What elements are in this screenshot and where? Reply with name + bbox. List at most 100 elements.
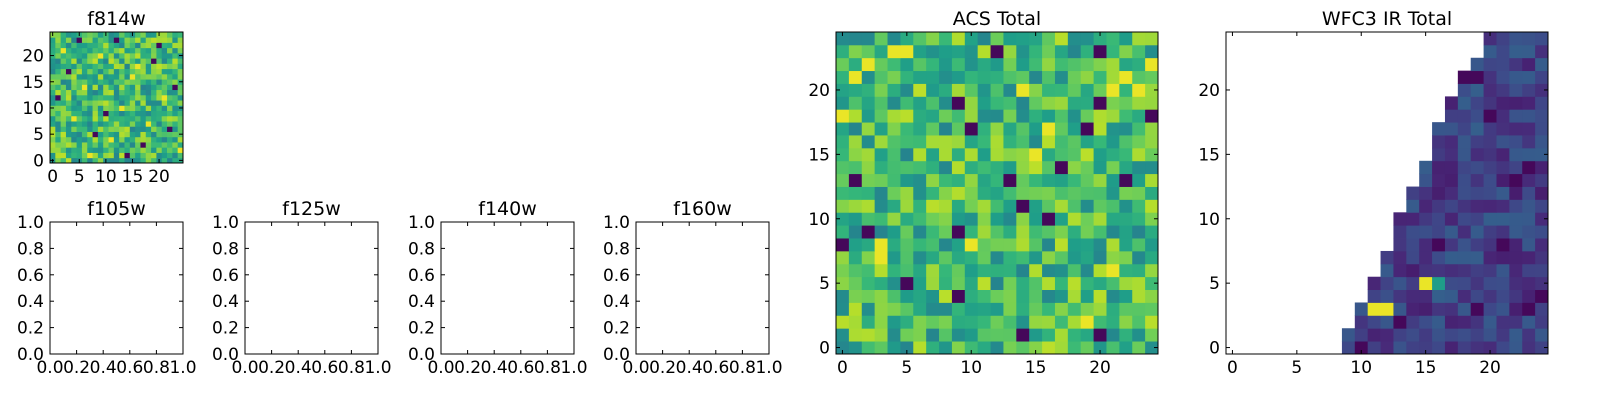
heatmap-cell xyxy=(156,115,163,122)
heatmap-cell xyxy=(1522,44,1536,59)
heatmap-cell xyxy=(135,42,141,49)
heatmap-cell xyxy=(1444,173,1459,187)
heatmap-cell xyxy=(1535,109,1549,123)
heatmap-cell xyxy=(145,147,152,153)
heatmap-cell xyxy=(1444,289,1459,303)
heatmap-cell xyxy=(172,157,179,164)
heatmap-cell xyxy=(1054,135,1069,149)
heatmap-cell xyxy=(900,122,914,136)
x-tick-label: 0.0 xyxy=(231,358,258,378)
heatmap-cell xyxy=(1042,122,1056,136)
heatmap-cell xyxy=(1444,199,1459,213)
heatmap-cell xyxy=(1444,341,1459,355)
heatmap-cell xyxy=(1106,225,1120,239)
heatmap-cell xyxy=(1406,276,1420,290)
heatmap-cell xyxy=(156,79,163,85)
heatmap-cell xyxy=(167,115,173,122)
heatmap-cell xyxy=(145,157,152,164)
heatmap-cell xyxy=(129,142,136,148)
heatmap-cell xyxy=(926,83,940,97)
heatmap-cell xyxy=(1029,328,1043,342)
heatmap-cell xyxy=(103,121,109,127)
heatmap-cell xyxy=(1457,341,1472,355)
heatmap-cell xyxy=(1067,199,1082,213)
heatmap-cell xyxy=(81,105,88,111)
heatmap-cell xyxy=(1080,135,1094,149)
heatmap-cell xyxy=(129,121,136,127)
heatmap-cell xyxy=(848,135,863,149)
heatmap-cell xyxy=(135,37,141,43)
heatmap-cell xyxy=(964,44,979,59)
heatmap-cell xyxy=(1042,328,1056,342)
heatmap-cell xyxy=(1029,70,1043,84)
heatmap-cell xyxy=(1470,109,1484,123)
heatmap-cell xyxy=(1496,315,1510,329)
heatmap-cell xyxy=(990,328,1004,342)
heatmap-cell xyxy=(887,250,901,265)
heatmap-cell xyxy=(1119,96,1133,110)
heatmap-cell xyxy=(1380,250,1394,265)
heatmap-cell xyxy=(836,302,850,316)
heatmap-cell xyxy=(926,276,940,290)
heatmap-cell xyxy=(1393,263,1407,278)
heatmap-cell xyxy=(156,68,163,75)
heatmap-cell xyxy=(172,100,179,106)
y-tick-label: 0.8 xyxy=(212,239,239,259)
heatmap-cell xyxy=(1093,289,1107,303)
heatmap-cell xyxy=(939,263,953,278)
heatmap-cell xyxy=(108,42,115,49)
heatmap-cell xyxy=(76,73,83,80)
heatmap-cell xyxy=(145,115,152,122)
heatmap-cell xyxy=(1067,122,1082,136)
heatmap-cell xyxy=(151,142,157,148)
heatmap-cell xyxy=(1080,302,1094,316)
heatmap-cell xyxy=(990,147,1004,162)
heatmap-cell xyxy=(172,121,179,127)
heatmap-cell xyxy=(87,152,93,159)
heatmap-cell xyxy=(951,109,966,123)
heatmap-cell xyxy=(177,147,184,153)
heatmap-cell xyxy=(172,84,179,91)
heatmap-cell xyxy=(1145,109,1159,123)
heatmap-cell xyxy=(913,147,927,162)
heatmap-cell xyxy=(913,276,927,290)
heatmap-cell xyxy=(1080,186,1094,200)
heatmap-cell xyxy=(140,63,147,70)
heatmap-cell xyxy=(836,122,850,136)
heatmap-cell xyxy=(1003,57,1017,72)
y-tick-label: 1.0 xyxy=(17,213,44,233)
heatmap-cell xyxy=(1119,199,1133,213)
x-tick-label: 0 xyxy=(837,358,848,378)
y-tick-label: 0.8 xyxy=(17,239,44,259)
heatmap-cell xyxy=(113,136,120,143)
heatmap-cell xyxy=(81,142,88,148)
heatmap-cell xyxy=(71,147,77,153)
heatmap-cell xyxy=(167,47,173,54)
heatmap-cell xyxy=(1457,250,1472,265)
heatmap-cell xyxy=(1145,96,1159,110)
heatmap-cell xyxy=(836,186,850,200)
heatmap-cell xyxy=(108,52,115,59)
heatmap-cell xyxy=(900,83,914,97)
heatmap-cell xyxy=(1145,225,1159,239)
heatmap-cell xyxy=(60,47,67,54)
heatmap-cell xyxy=(1496,83,1510,97)
heatmap-cell xyxy=(1522,122,1536,136)
heatmap-cell xyxy=(1522,328,1536,342)
heatmap-cell xyxy=(167,126,173,132)
heatmap-cell xyxy=(951,135,966,149)
heatmap-cell xyxy=(71,37,77,43)
heatmap-cell xyxy=(1119,250,1133,265)
y-tick-label: 0.4 xyxy=(17,292,44,312)
heatmap-cell xyxy=(1132,83,1146,97)
heatmap-cell xyxy=(1016,109,1030,123)
heatmap-cell xyxy=(848,70,863,84)
heatmap-cell xyxy=(81,52,88,59)
heatmap-cell xyxy=(140,152,147,159)
heatmap-cell xyxy=(1470,70,1484,84)
heatmap-cell xyxy=(129,100,136,106)
heatmap-cell xyxy=(145,42,152,49)
heatmap-cell xyxy=(1054,276,1069,290)
y-tick-label: 20 xyxy=(22,47,44,67)
